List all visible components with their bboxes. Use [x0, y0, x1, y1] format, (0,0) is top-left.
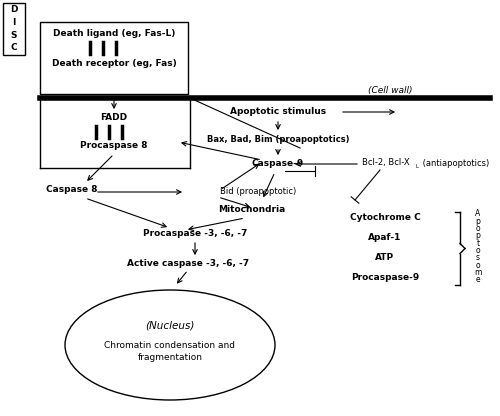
Text: C: C [10, 43, 18, 52]
Text: A: A [476, 210, 480, 218]
Text: D: D [10, 5, 18, 15]
Text: Cytochrome C: Cytochrome C [350, 213, 420, 223]
Text: (Nucleus): (Nucleus) [146, 320, 194, 330]
Text: s: s [476, 253, 480, 262]
Bar [3, 3, 25, 55]
Text: Death receptor (eg, Fas): Death receptor (eg, Fas) [52, 59, 176, 69]
Ellipse shape [65, 290, 275, 400]
Text: Apoptotic stimulus: Apoptotic stimulus [230, 107, 326, 116]
Text: p: p [476, 231, 480, 240]
Text: o: o [476, 246, 480, 255]
Text: fragmentation: fragmentation [138, 354, 202, 362]
Text: Bax, Bad, Bim (proapoptotics): Bax, Bad, Bim (proapoptotics) [207, 136, 349, 144]
Bar [40, 22, 188, 94]
Text: Procaspase -3, -6, -7: Procaspase -3, -6, -7 [143, 228, 247, 238]
Text: (antiapoptotics): (antiapoptotics) [420, 158, 489, 168]
Text: S: S [11, 30, 17, 40]
Text: I: I [12, 18, 16, 27]
Text: p: p [476, 217, 480, 226]
Text: L: L [415, 164, 418, 169]
Text: Bcl-2, Bcl-X: Bcl-2, Bcl-X [362, 158, 410, 168]
Text: Bid (proapoptotic): Bid (proapoptotic) [220, 188, 296, 196]
Text: Apaf-1: Apaf-1 [368, 233, 402, 243]
Text: Active caspase -3, -6, -7: Active caspase -3, -6, -7 [127, 260, 249, 268]
Text: m: m [474, 268, 482, 277]
Text: (Cell wall): (Cell wall) [368, 86, 412, 94]
Text: Chromatin condensation and: Chromatin condensation and [104, 341, 236, 349]
Text: Mitochondria: Mitochondria [218, 206, 286, 215]
Text: Death ligand (eg, Fas-L): Death ligand (eg, Fas-L) [53, 30, 175, 39]
Text: o: o [476, 260, 480, 270]
Text: ATP: ATP [376, 253, 394, 262]
Text: Caspase 8: Caspase 8 [46, 185, 98, 193]
Text: Procaspase-9: Procaspase-9 [351, 273, 419, 282]
Text: t: t [476, 239, 480, 248]
Text: FADD: FADD [100, 114, 128, 122]
Text: Procaspase 8: Procaspase 8 [80, 141, 148, 151]
Text: Caspase-9: Caspase-9 [252, 159, 304, 168]
Text: o: o [476, 224, 480, 233]
Text: e: e [476, 275, 480, 284]
